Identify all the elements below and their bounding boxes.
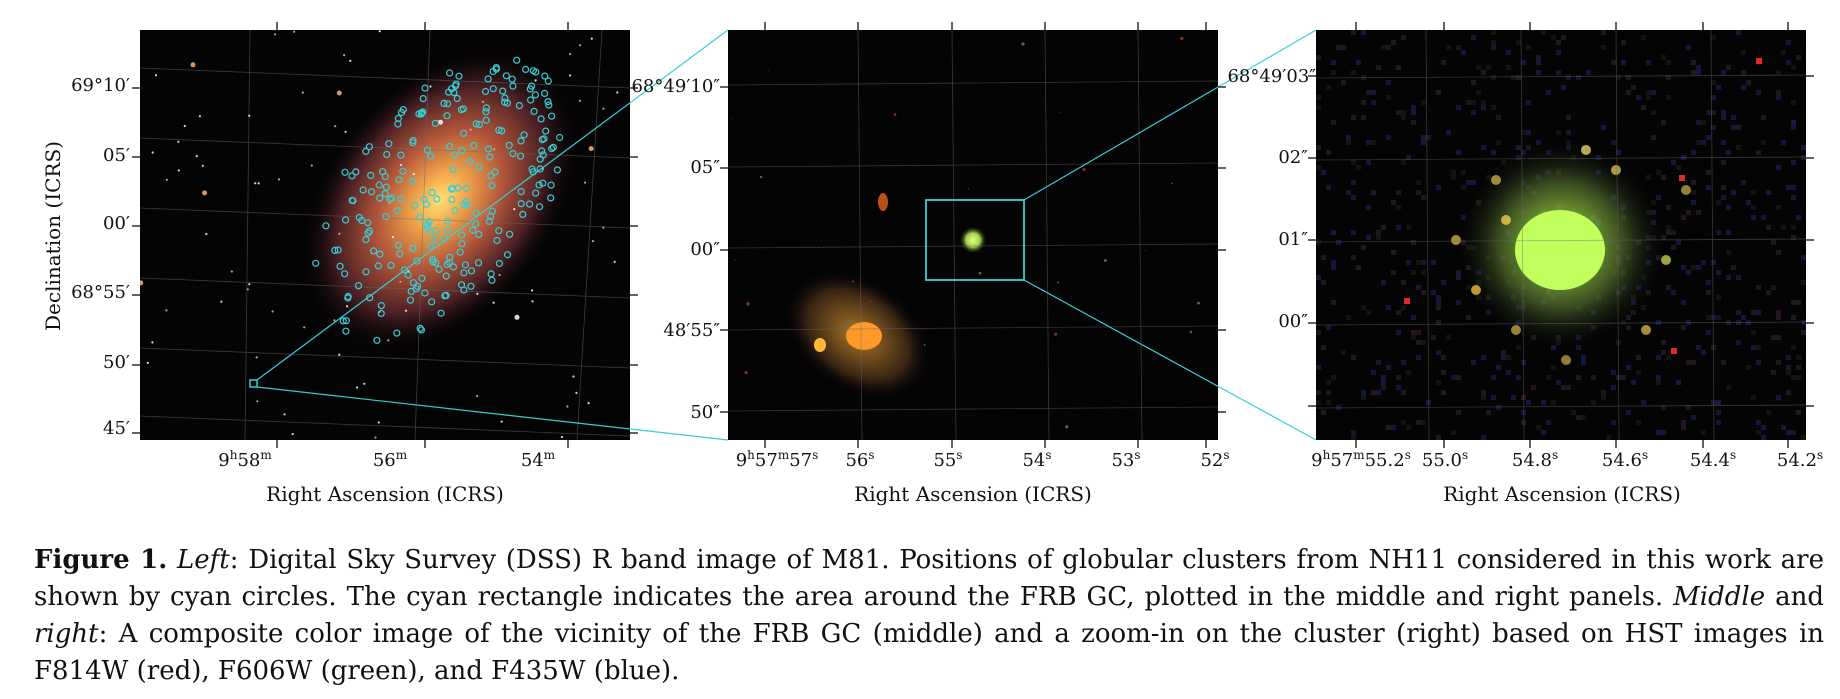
middle-xlabel: Right Ascension (ICRS) <box>854 482 1092 506</box>
frb-gc-rectangle <box>249 379 258 388</box>
figure-label: Figure 1. <box>34 545 168 575</box>
right-panel-zoom-image <box>1316 30 1806 440</box>
left-ytick: 05′ <box>103 145 130 166</box>
right-xtick: 54.4s <box>1689 448 1737 471</box>
middle-xtick: 56s <box>845 448 875 471</box>
left-panel-dss-image <box>140 30 630 440</box>
left-ytick: 45′ <box>103 418 130 439</box>
right-xtick: 55.0s <box>1421 448 1469 471</box>
right-xtick: 9h57m55.2s <box>1311 448 1411 471</box>
left-xtick: 54m <box>520 448 556 471</box>
frb-globular-cluster <box>959 226 987 254</box>
right-ytick: 01″ <box>1278 229 1308 250</box>
left-xtick: 9h58m <box>218 448 272 471</box>
left-ytick: 50′ <box>103 352 130 373</box>
middle-ytick: 00″ <box>690 239 720 260</box>
m81-galaxy <box>301 48 579 352</box>
middle-ytick: 50″ <box>690 402 720 423</box>
right-xtick: 54.6s <box>1601 448 1649 471</box>
left-ytick: 00′ <box>103 213 130 234</box>
left-ytick: 69°10′ <box>71 75 130 96</box>
left-xtick: 56m <box>372 448 408 471</box>
companion-source <box>814 338 826 352</box>
middle-xtick: 55s <box>933 448 963 471</box>
left-xlabel: Right Ascension (ICRS) <box>266 482 504 506</box>
figure-caption: Figure 1. Left: Digital Sky Survey (DSS)… <box>34 542 1824 690</box>
background-galaxy-core <box>846 322 882 350</box>
right-xlabel: Right Ascension (ICRS) <box>1443 482 1681 506</box>
hst-vicinity-image <box>728 30 1218 440</box>
zoom-rectangle <box>925 199 1025 281</box>
red-source <box>878 193 888 211</box>
caption-text: Left: Digital Sky Survey (DSS) R band im… <box>34 545 1825 686</box>
middle-xtick: 52s <box>1200 448 1230 471</box>
middle-ytick: 68°49′10″ <box>631 76 720 97</box>
middle-xtick: 54s <box>1022 448 1052 471</box>
right-ytick: 00″ <box>1278 311 1308 332</box>
middle-xtick: 53s <box>1111 448 1141 471</box>
middle-ytick: 48′55″ <box>663 320 720 341</box>
hst-zoom-image <box>1316 30 1806 440</box>
left-ytick: 68°55′ <box>71 282 130 303</box>
cluster-core <box>1515 210 1605 290</box>
dss-m81-image <box>140 30 630 440</box>
middle-xtick: 9h57m57s <box>735 448 819 471</box>
right-ytick: 02″ <box>1278 147 1308 168</box>
right-xtick: 54.2s <box>1776 448 1824 471</box>
middle-panel-hst-image <box>728 30 1218 440</box>
right-ytick: 68°49′03″ <box>1227 66 1316 87</box>
right-xtick: 54.8s <box>1511 448 1559 471</box>
middle-ytick: 05″ <box>690 157 720 178</box>
